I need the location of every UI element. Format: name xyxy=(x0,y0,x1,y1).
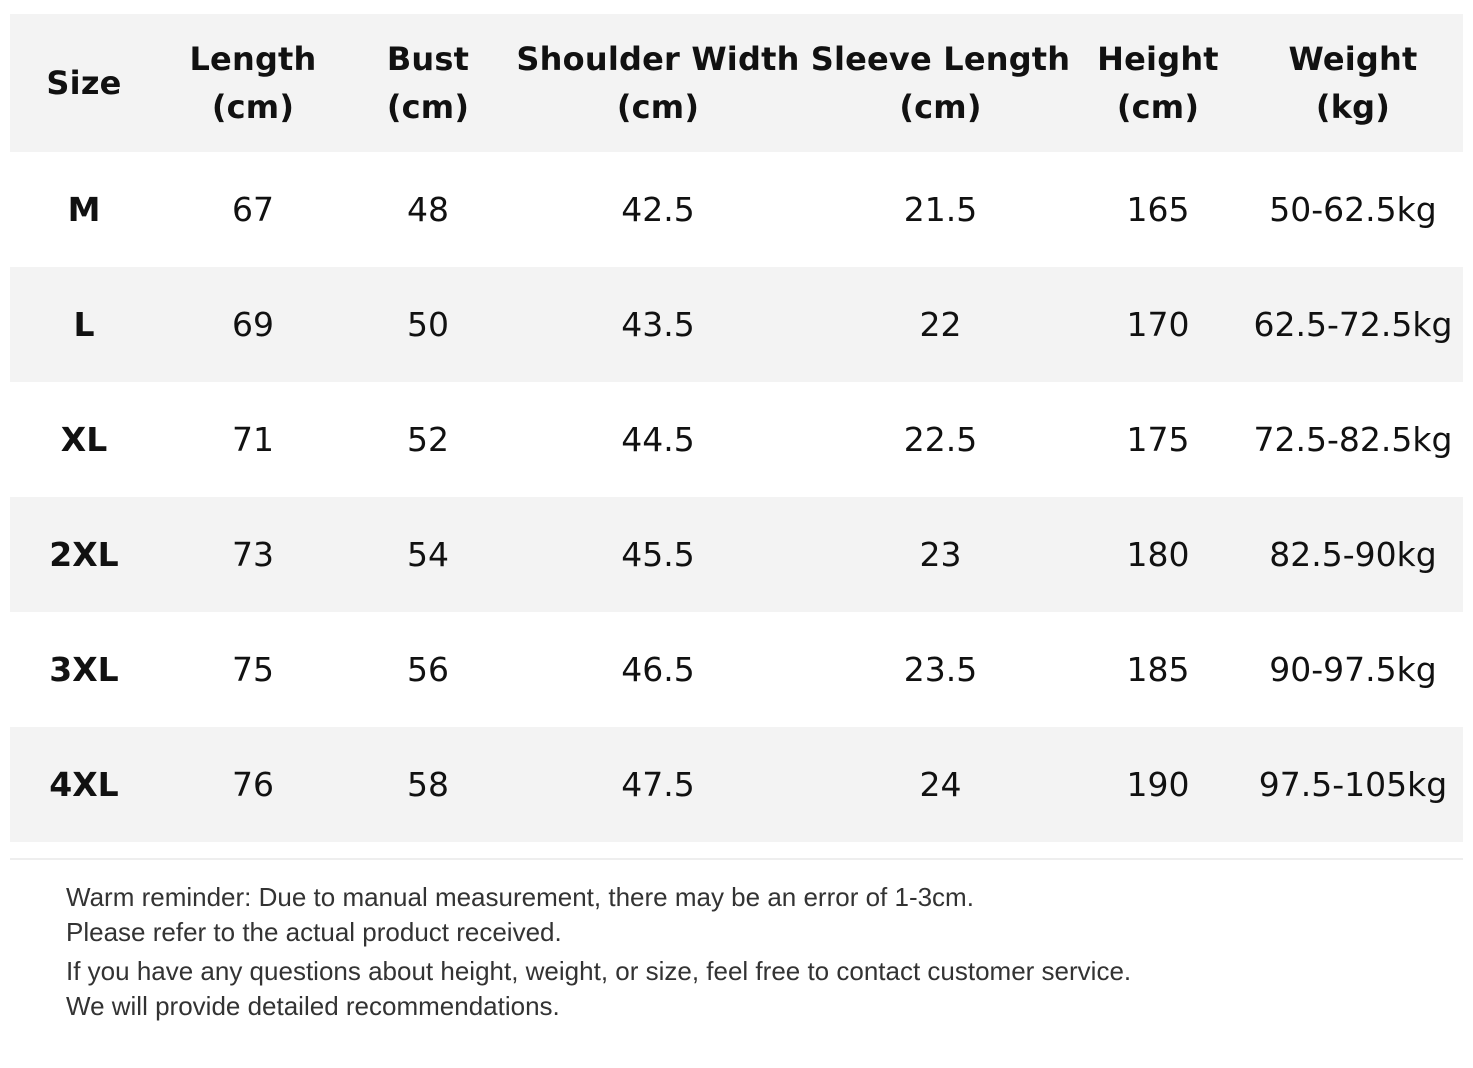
size-chart-table: Size Length (cm) Bust (cm) Shoulder Widt… xyxy=(10,14,1463,842)
header-height-unit: (cm) xyxy=(1116,88,1200,126)
table-row: L 69 50 43.5 22 170 62.5-72.5kg xyxy=(10,267,1463,382)
sleeve-length-cell: 21.5 xyxy=(903,190,978,229)
weight-cell: 50-62.5kg xyxy=(1269,190,1437,229)
header-size: Size xyxy=(10,14,158,152)
header-weight: Weight (kg) xyxy=(1243,14,1463,152)
size-cell: XL xyxy=(60,420,108,459)
header-sleeve-length-unit: (cm) xyxy=(899,88,982,126)
header-row: Size Length (cm) Bust (cm) Shoulder Widt… xyxy=(10,14,1463,152)
height-cell: 165 xyxy=(1126,190,1190,229)
bust-cell: 52 xyxy=(407,420,449,459)
header-shoulder-width: Shoulder Width (cm) xyxy=(508,14,808,152)
shoulder-width-cell: 44.5 xyxy=(621,420,695,459)
table-row: 3XL 75 56 46.5 23.5 185 90-97.5kg xyxy=(10,612,1463,727)
table-row: XL 71 52 44.5 22.5 175 72.5-82.5kg xyxy=(10,382,1463,497)
header-length: Length (cm) xyxy=(158,14,348,152)
shoulder-width-cell: 45.5 xyxy=(621,535,695,574)
shoulder-width-cell: 43.5 xyxy=(621,305,695,344)
length-cell: 67 xyxy=(232,190,274,229)
size-cell: 4XL xyxy=(49,765,119,804)
shoulder-width-cell: 47.5 xyxy=(621,765,695,804)
bust-cell: 54 xyxy=(407,535,449,574)
height-cell: 180 xyxy=(1126,535,1190,574)
header-bust-unit: (cm) xyxy=(386,88,470,126)
size-chart-body: M 67 48 42.5 21.5 165 50-62.5kg L 69 50 … xyxy=(10,152,1463,842)
weight-cell: 90-97.5kg xyxy=(1269,650,1437,689)
size-cell: 2XL xyxy=(49,535,119,574)
height-cell: 175 xyxy=(1126,420,1190,459)
header-weight-label: Weight xyxy=(1288,40,1418,78)
length-cell: 71 xyxy=(232,420,274,459)
height-cell: 170 xyxy=(1126,305,1190,344)
divider xyxy=(10,858,1463,860)
size-cell: 3XL xyxy=(49,650,119,689)
length-cell: 75 xyxy=(232,650,274,689)
header-length-unit: (cm) xyxy=(211,88,295,126)
height-cell: 190 xyxy=(1126,765,1190,804)
reminder-line-4: We will provide detailed recommendations… xyxy=(66,991,560,1021)
length-cell: 73 xyxy=(232,535,274,574)
header-height: Height (cm) xyxy=(1073,14,1243,152)
table-row: M 67 48 42.5 21.5 165 50-62.5kg xyxy=(10,152,1463,267)
reminder-contact-group: If you have any questions about height, … xyxy=(66,954,1131,1024)
size-cell: L xyxy=(73,305,95,344)
header-weight-unit: (kg) xyxy=(1315,88,1391,126)
size-cell: M xyxy=(67,190,101,229)
bust-cell: 50 xyxy=(407,305,449,344)
sleeve-length-cell: 22 xyxy=(919,305,962,344)
header-bust-label: Bust xyxy=(386,40,470,78)
sleeve-length-cell: 22.5 xyxy=(903,420,978,459)
table-row: 4XL 76 58 47.5 24 190 97.5-105kg xyxy=(10,727,1463,842)
weight-cell: 62.5-72.5kg xyxy=(1253,305,1453,344)
sleeve-length-cell: 24 xyxy=(919,765,962,804)
reminder-line-2: Please refer to the actual product recei… xyxy=(66,917,562,947)
weight-cell: 82.5-90kg xyxy=(1269,535,1437,574)
height-cell: 185 xyxy=(1126,650,1190,689)
bust-cell: 58 xyxy=(407,765,449,804)
header-bust: Bust (cm) xyxy=(348,14,508,152)
bust-cell: 48 xyxy=(407,190,449,229)
reminder-line-1: Warm reminder: Due to manual measurement… xyxy=(66,882,974,912)
header-length-label: Length xyxy=(189,40,317,78)
size-chart-header: Size Length (cm) Bust (cm) Shoulder Widt… xyxy=(10,14,1463,152)
sleeve-length-cell: 23 xyxy=(919,535,962,574)
header-sleeve-length: Sleeve Length (cm) xyxy=(808,14,1073,152)
weight-cell: 97.5-105kg xyxy=(1258,765,1448,804)
weight-cell: 72.5-82.5kg xyxy=(1253,420,1453,459)
shoulder-width-cell: 46.5 xyxy=(621,650,695,689)
shoulder-width-cell: 42.5 xyxy=(621,190,695,229)
bust-cell: 56 xyxy=(407,650,449,689)
sleeve-length-cell: 23.5 xyxy=(903,650,978,689)
reminder-notes: Warm reminder: Due to manual measurement… xyxy=(66,880,1131,1024)
reminder-line-3: If you have any questions about height, … xyxy=(66,956,1132,986)
header-sleeve-length-label: Sleeve Length xyxy=(810,40,1071,78)
header-height-label: Height xyxy=(1097,40,1219,78)
length-cell: 69 xyxy=(232,305,274,344)
header-shoulder-width-unit: (cm) xyxy=(616,88,700,126)
table-row: 2XL 73 54 45.5 23 180 82.5-90kg xyxy=(10,497,1463,612)
length-cell: 76 xyxy=(232,765,274,804)
header-shoulder-width-label: Shoulder Width xyxy=(516,40,800,78)
header-size-label: Size xyxy=(46,64,122,102)
